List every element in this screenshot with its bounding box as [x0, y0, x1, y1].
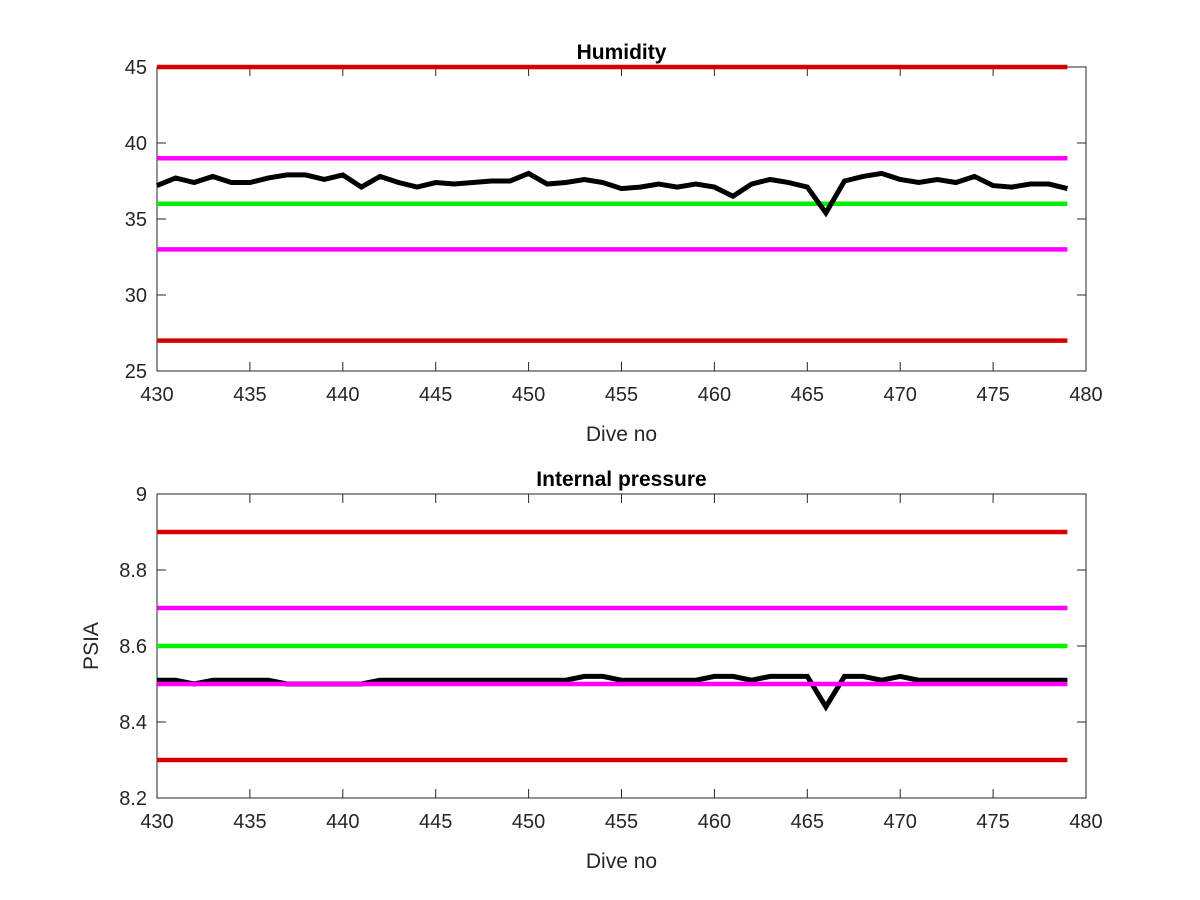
x-tick-label: 480: [1069, 811, 1102, 833]
y-tick-label: 25: [125, 361, 147, 383]
series-line-measured: [157, 673, 1068, 712]
x-tick-label: 475: [976, 384, 1009, 406]
x-axis-label: Dive no: [586, 423, 657, 446]
chart-title: Humidity: [577, 41, 667, 64]
x-tick-label: 450: [512, 811, 545, 833]
y-tick-label: 30: [125, 285, 147, 307]
x-tick-label: 430: [140, 384, 173, 406]
y-tick-label: 8.6: [119, 636, 147, 658]
x-tick-label: 460: [698, 811, 731, 833]
y-tick-label: 9: [136, 484, 147, 506]
y-tick-label: 40: [125, 133, 147, 155]
x-tick-label: 440: [326, 384, 359, 406]
y-tick-label: 8.4: [119, 712, 147, 734]
x-tick-label: 435: [233, 811, 266, 833]
y-tick-label: 35: [125, 209, 147, 231]
chart-panel-2: Internal pressure 430 435 440 445 450 455 460 46…: [80, 468, 1103, 873]
x-tick-label: 445: [419, 811, 452, 833]
y-axis-label: PSIA: [80, 622, 103, 670]
x-tick-label: 470: [884, 811, 917, 833]
y-tick-label: 45: [125, 57, 147, 79]
x-tick-label: 430: [140, 811, 173, 833]
axes-box: [156, 66, 1087, 372]
x-tick-label: 470: [884, 384, 917, 406]
chart-panel-1: Humidity 430 435 440 445 450 455 460 465 470 475 48…: [125, 41, 1103, 446]
y-tick-label: 8.2: [119, 788, 147, 810]
x-tick-label: 455: [605, 384, 638, 406]
x-axis-label: Dive no: [586, 850, 657, 873]
x-tick-label: 435: [233, 384, 266, 406]
x-tick-label: 475: [976, 811, 1009, 833]
chart-title: Internal pressure: [536, 468, 706, 491]
x-tick-label: 465: [791, 384, 824, 406]
x-tick-label: 440: [326, 811, 359, 833]
series-line-measured: [156, 170, 1069, 218]
x-tick-label: 465: [791, 811, 824, 833]
x-tick-label: 455: [605, 811, 638, 833]
x-tick-label: 480: [1069, 384, 1102, 406]
x-tick-label: 460: [698, 384, 731, 406]
x-tick-label: 445: [419, 384, 452, 406]
y-tick-label: 8.8: [119, 560, 147, 582]
x-tick-label: 450: [512, 384, 545, 406]
